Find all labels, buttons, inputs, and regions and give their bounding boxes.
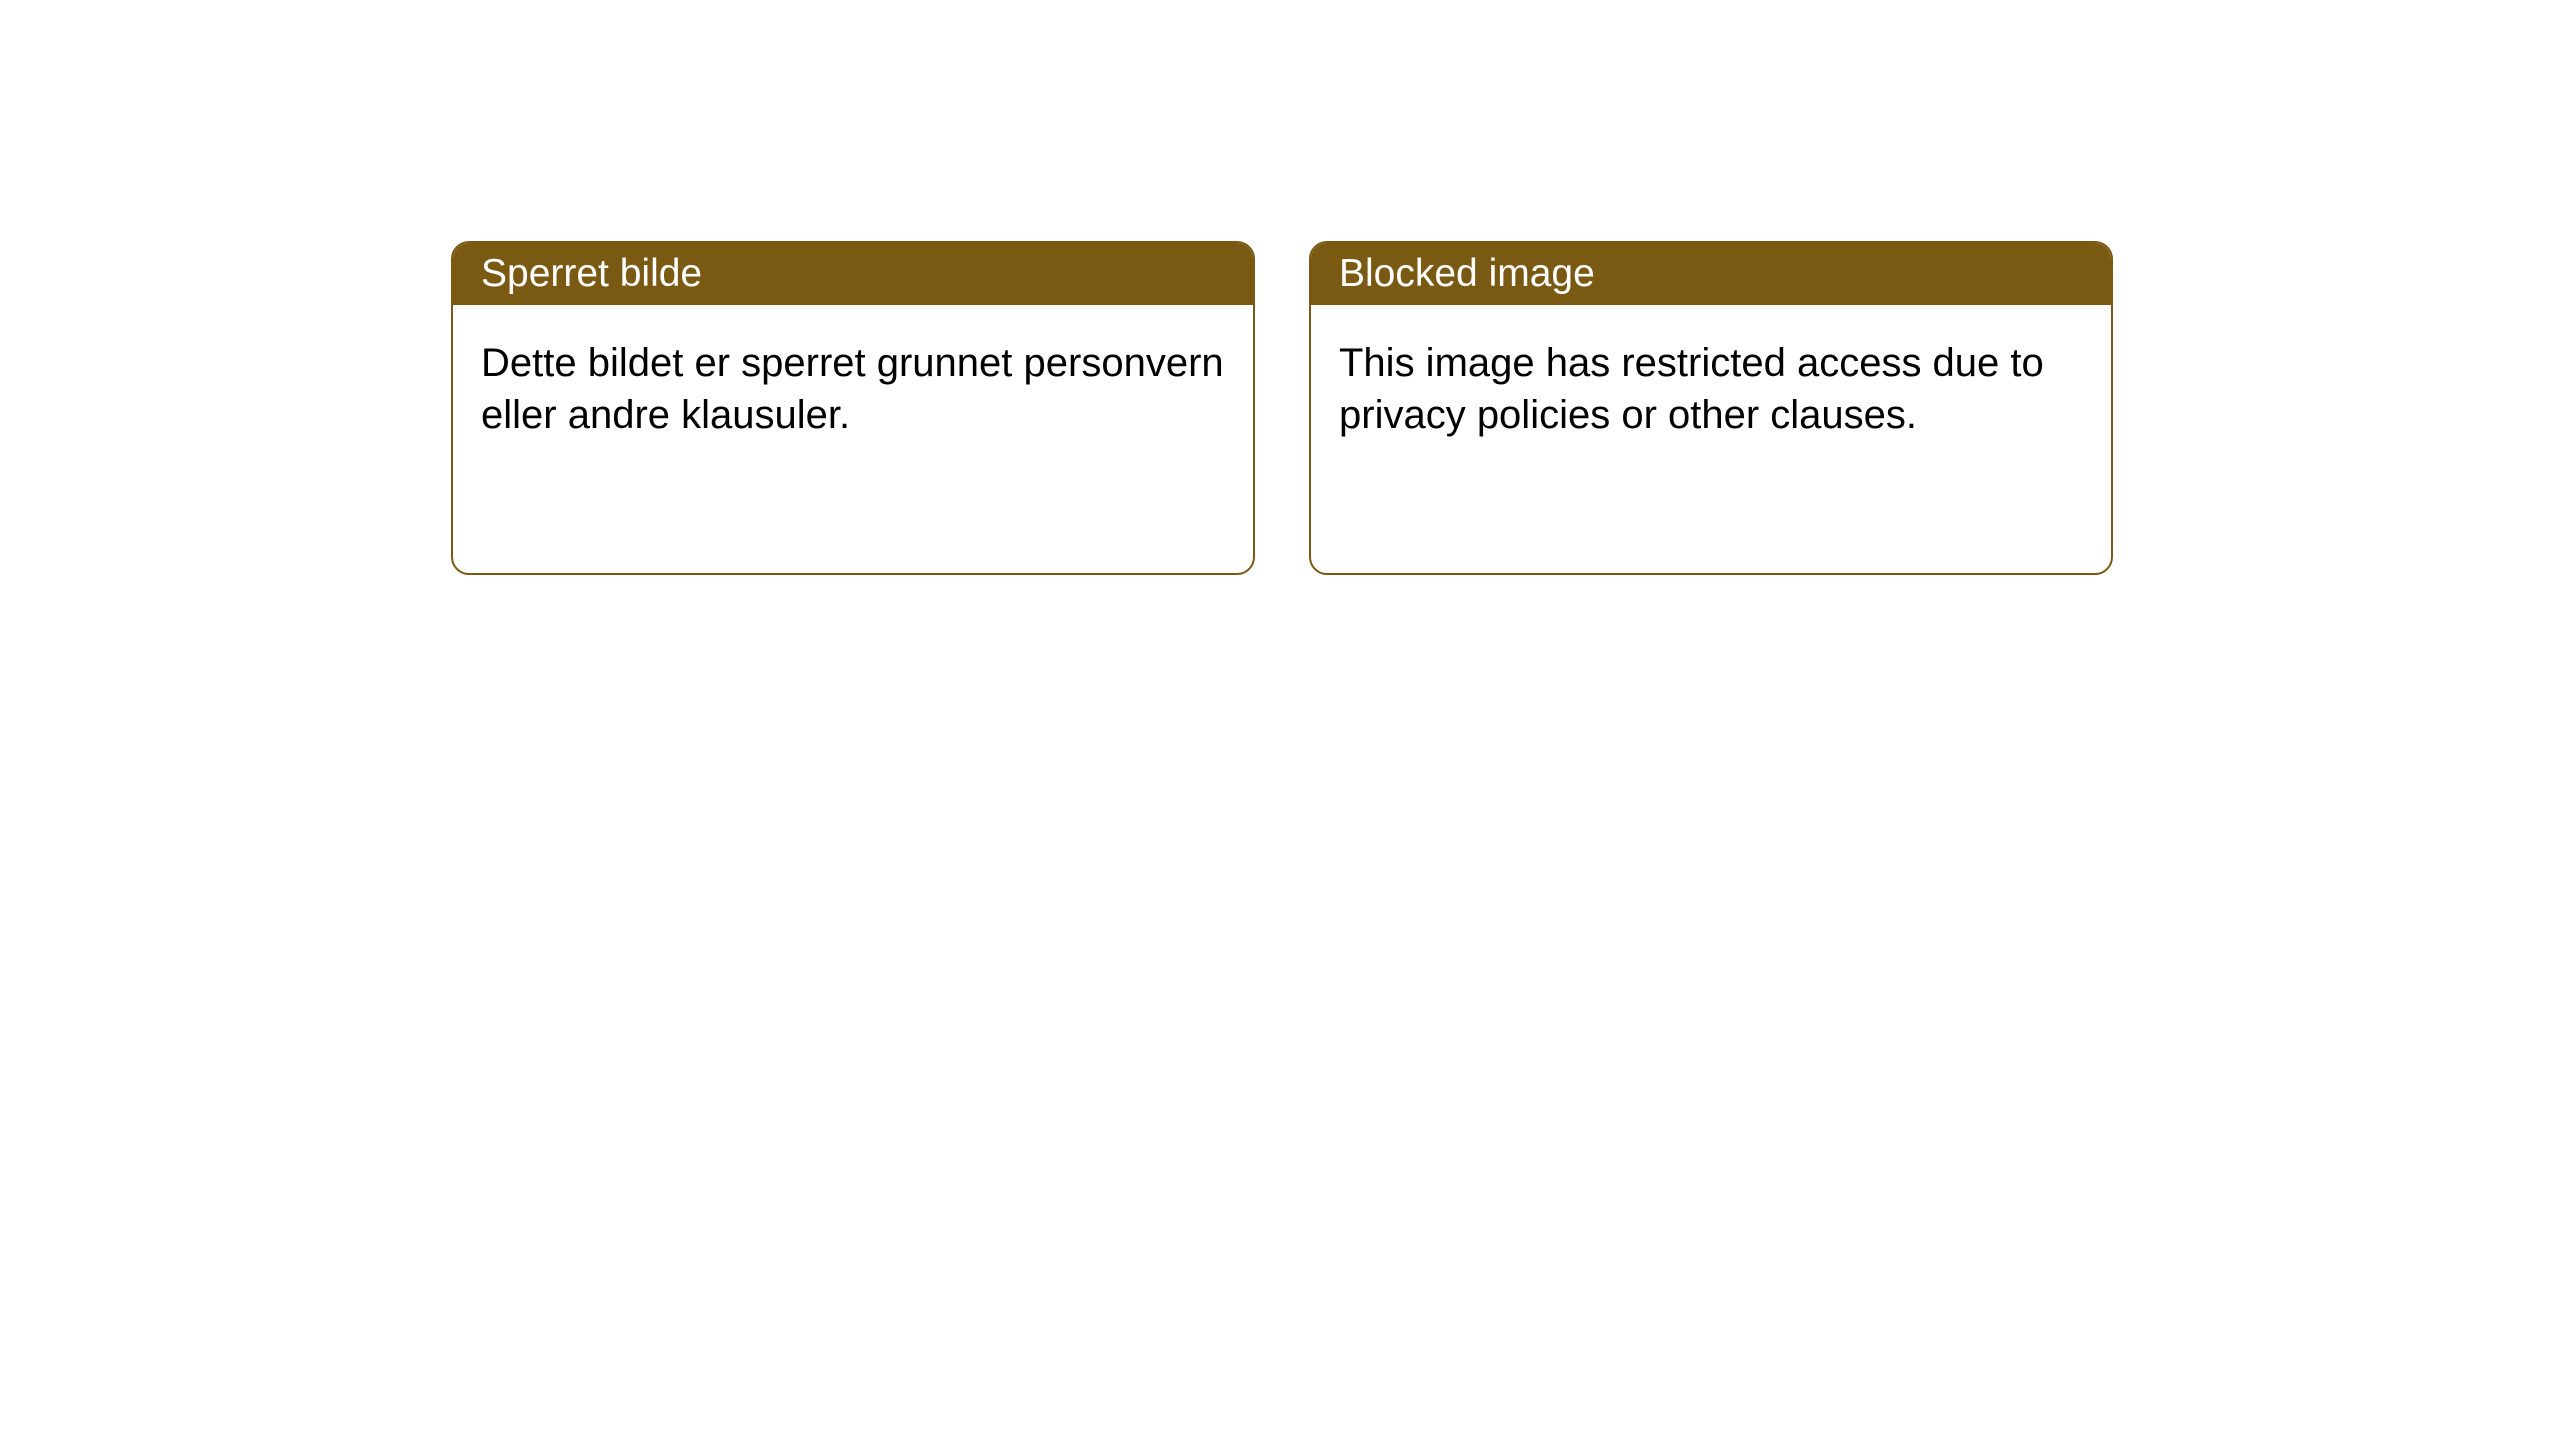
notice-card-norwegian: Sperret bilde Dette bildet er sperret gr… xyxy=(451,241,1255,575)
card-body-text: This image has restricted access due to … xyxy=(1339,341,2044,437)
card-body: Dette bildet er sperret grunnet personve… xyxy=(453,305,1253,473)
card-title: Sperret bilde xyxy=(481,252,702,296)
notice-container: Sperret bilde Dette bildet er sperret gr… xyxy=(0,0,2560,575)
card-header: Blocked image xyxy=(1311,243,2111,305)
card-title: Blocked image xyxy=(1339,252,1595,296)
card-body: This image has restricted access due to … xyxy=(1311,305,2111,473)
card-body-text: Dette bildet er sperret grunnet personve… xyxy=(481,341,1224,437)
notice-card-english: Blocked image This image has restricted … xyxy=(1309,241,2113,575)
card-header: Sperret bilde xyxy=(453,243,1253,305)
